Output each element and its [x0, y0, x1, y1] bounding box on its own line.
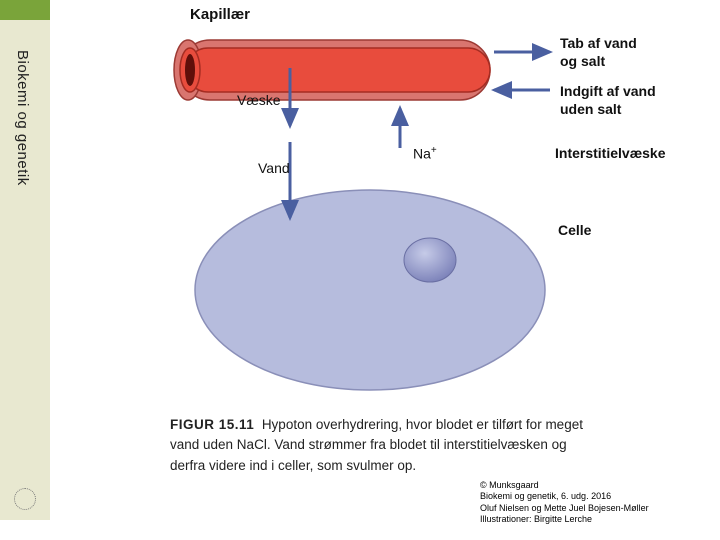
vaeske-label: Væske — [237, 92, 281, 108]
credits: © Munksgaard Biokemi og genetik, 6. udg.… — [480, 480, 649, 525]
indgift-label: Indgift af vanduden salt — [560, 83, 656, 118]
publisher-logo-icon — [14, 488, 36, 510]
na-label: Na+ — [413, 145, 437, 162]
figure-ref: FIGUR 15.11 — [170, 417, 254, 432]
credit-line: © Munksgaard — [480, 480, 649, 491]
tab-label: Tab af vandog salt — [560, 35, 637, 70]
figure-caption: FIGUR 15.11 Hypoton overhydrering, hvor … — [170, 415, 600, 476]
credit-line: Biokemi og genetik, 6. udg. 2016 — [480, 491, 649, 502]
page: Biokemi og genetik Kapillær — [0, 0, 720, 540]
sidebar-accent — [0, 0, 50, 20]
interstitiel-label: Interstitielvæske — [555, 145, 666, 161]
cell-icon — [195, 190, 545, 390]
credit-line: Illustrationer: Birgitte Lerche — [480, 514, 649, 525]
vand-label: Vand — [258, 160, 290, 176]
credit-line: Oluf Nielsen og Mette Juel Bojesen-Mølle… — [480, 503, 649, 514]
sidebar: Biokemi og genetik — [0, 20, 50, 520]
celle-label: Celle — [558, 222, 591, 238]
sidebar-title: Biokemi og genetik — [14, 50, 31, 186]
capillary-icon — [174, 40, 490, 100]
